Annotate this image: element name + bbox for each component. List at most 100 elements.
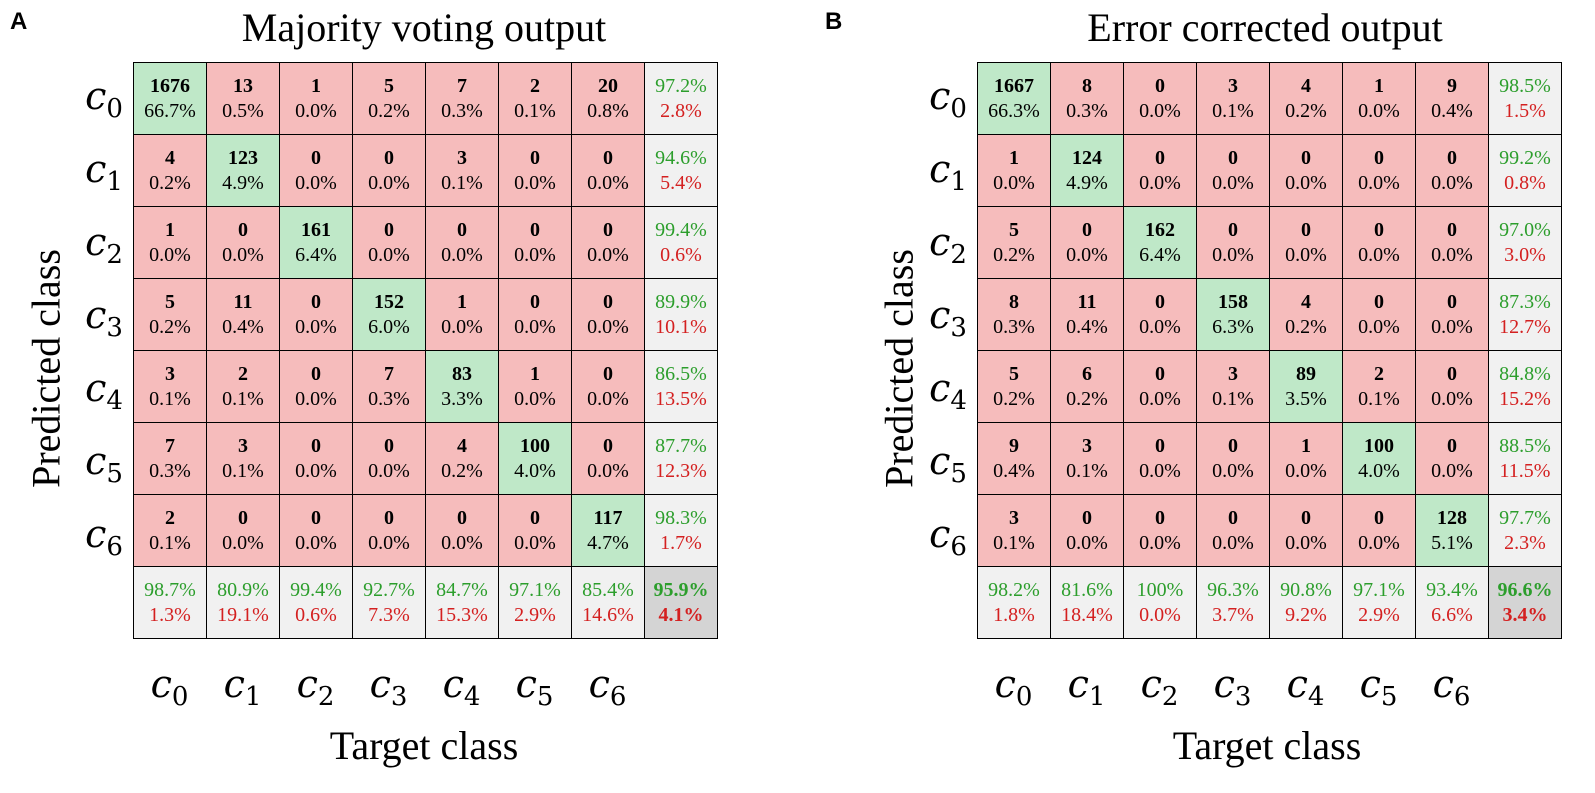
class-index: 4	[950, 386, 967, 416]
column-error: 1.3%	[149, 603, 191, 626]
class-index: 1	[950, 167, 967, 197]
cell-percent: 0.0%	[368, 531, 410, 554]
cell-percent: 0.0%	[1431, 459, 1473, 482]
cell-percent: 0.0%	[1358, 171, 1400, 194]
matrix-cell: 4 0.2%	[1269, 278, 1343, 351]
cell-count: 5	[1009, 218, 1019, 241]
row-label: c2	[74, 222, 134, 275]
column-summary-cell: 85.4% 14.6%	[571, 566, 645, 639]
column-error: 6.6%	[1431, 603, 1473, 626]
cell-percent: 0.0%	[295, 315, 337, 338]
matrix-cell: 0 0.0%	[1050, 494, 1124, 567]
cell-percent: 0.0%	[587, 387, 629, 410]
matrix-row: 1676 66.7% 13 0.5% 1 0.0% 5 0.2% 7 0.3% 2 0.1% 20 0.8…	[133, 62, 718, 135]
cell-percent: 0.0%	[1212, 243, 1254, 266]
cell-percent: 0.0%	[1431, 387, 1473, 410]
row-summary-cell: 99.4% 0.6%	[644, 206, 718, 279]
cell-percent: 0.0%	[222, 531, 264, 554]
matrix-row: 9 0.4% 3 0.1% 0 0.0% 0 0.0% 1 0.0% 100 4.0% 0 0.0% 88.…	[977, 422, 1562, 495]
cell-percent: 0.1%	[1212, 387, 1254, 410]
cell-count: 13	[233, 74, 253, 97]
class-symbol: c	[1140, 662, 1162, 706]
class-index: 3	[390, 682, 408, 712]
cell-percent: 0.2%	[1285, 315, 1327, 338]
matrix-cell: 7 0.3%	[425, 62, 499, 135]
row-label: c2	[918, 222, 978, 275]
cell-percent: 4.9%	[1066, 171, 1108, 194]
row-precision: 94.6%	[655, 146, 707, 169]
class-symbol: c	[1067, 662, 1089, 706]
matrix-cell: 0 0.0%	[1123, 422, 1197, 495]
matrix-cell: 0 0.0%	[1123, 134, 1197, 207]
column-summary-cell: 97.1% 2.9%	[498, 566, 572, 639]
column-label: c3	[352, 664, 425, 717]
matrix-row: 7 0.3% 3 0.1% 0 0.0% 0 0.0% 4 0.2% 100 4.0% 0 0.0% 87.…	[133, 422, 718, 495]
cell-percent: 0.2%	[368, 99, 410, 122]
matrix-cell: 0 0.0%	[1415, 134, 1489, 207]
cell-percent: 0.0%	[514, 387, 556, 410]
cell-percent: 0.1%	[993, 531, 1035, 554]
row-label: c4	[74, 368, 134, 421]
cell-count: 0	[311, 506, 321, 529]
cell-count: 5	[1009, 362, 1019, 385]
cell-percent: 0.2%	[993, 243, 1035, 266]
class-index: 1	[244, 682, 262, 712]
matrix-cell: 0 0.0%	[425, 206, 499, 279]
matrix-cell: 0 0.0%	[1415, 422, 1489, 495]
cell-percent: 0.1%	[149, 531, 191, 554]
cell-count: 123	[228, 146, 258, 169]
matrix-cell: 0 0.0%	[279, 134, 353, 207]
column-error: 1.8%	[993, 603, 1035, 626]
cell-percent: 0.0%	[1139, 99, 1181, 122]
cell-count: 1	[457, 290, 467, 313]
class-index: 6	[609, 682, 627, 712]
class-index: 2	[950, 240, 967, 270]
class-index: 3	[950, 313, 967, 343]
row-error: 0.8%	[1504, 171, 1546, 194]
class-index: 6	[106, 532, 123, 562]
cell-percent: 5.1%	[1431, 531, 1473, 554]
cell-count: 0	[384, 218, 394, 241]
matrix-cell: 3 0.1%	[977, 494, 1051, 567]
cell-percent: 4.7%	[587, 531, 629, 554]
cell-count: 2	[238, 362, 248, 385]
class-symbol: c	[1432, 662, 1454, 706]
row-precision: 84.8%	[1499, 362, 1551, 385]
cell-percent: 0.0%	[368, 171, 410, 194]
cell-count: 1	[1301, 434, 1311, 457]
matrix-cell: 3 0.1%	[425, 134, 499, 207]
row-summary-cell: 98.5% 1.5%	[1488, 62, 1562, 135]
cell-count: 1	[530, 362, 540, 385]
matrix-cell: 5 0.2%	[977, 206, 1051, 279]
matrix-cell: 0 0.0%	[352, 422, 426, 495]
matrix-cell: 11 0.4%	[206, 278, 280, 351]
matrix-cell-diagonal: 161 6.4%	[279, 206, 353, 279]
cell-count: 152	[374, 290, 404, 313]
column-summary-cell: 92.7% 7.3%	[352, 566, 426, 639]
class-index: 3	[1234, 682, 1252, 712]
column-error: 3.7%	[1212, 603, 1254, 626]
matrix-cell: 0 0.0%	[352, 206, 426, 279]
cell-percent: 0.0%	[993, 171, 1035, 194]
matrix-cell: 0 0.0%	[1050, 206, 1124, 279]
cell-percent: 0.0%	[1285, 531, 1327, 554]
class-index: 5	[536, 682, 554, 712]
cell-count: 0	[1082, 506, 1092, 529]
matrix-cell: 3 0.1%	[1196, 350, 1270, 423]
row-label: c1	[74, 149, 134, 202]
matrix-cell: 1 0.0%	[498, 350, 572, 423]
cell-count: 4	[457, 434, 467, 457]
cell-count: 4	[1301, 74, 1311, 97]
matrix-cell: 2 0.1%	[1342, 350, 1416, 423]
cell-count: 0	[1155, 434, 1165, 457]
column-summary-cell: 97.1% 2.9%	[1342, 566, 1416, 639]
matrix-cell: 0 0.0%	[425, 494, 499, 567]
cell-percent: 4.0%	[514, 459, 556, 482]
column-label: c2	[279, 664, 352, 717]
matrix-cell: 6 0.2%	[1050, 350, 1124, 423]
class-symbol: c	[929, 439, 951, 483]
column-recall: 100%	[1136, 578, 1184, 601]
cell-percent: 4.0%	[1358, 459, 1400, 482]
matrix-cell: 0 0.0%	[1123, 278, 1197, 351]
matrix-cell: 5 0.2%	[133, 278, 207, 351]
